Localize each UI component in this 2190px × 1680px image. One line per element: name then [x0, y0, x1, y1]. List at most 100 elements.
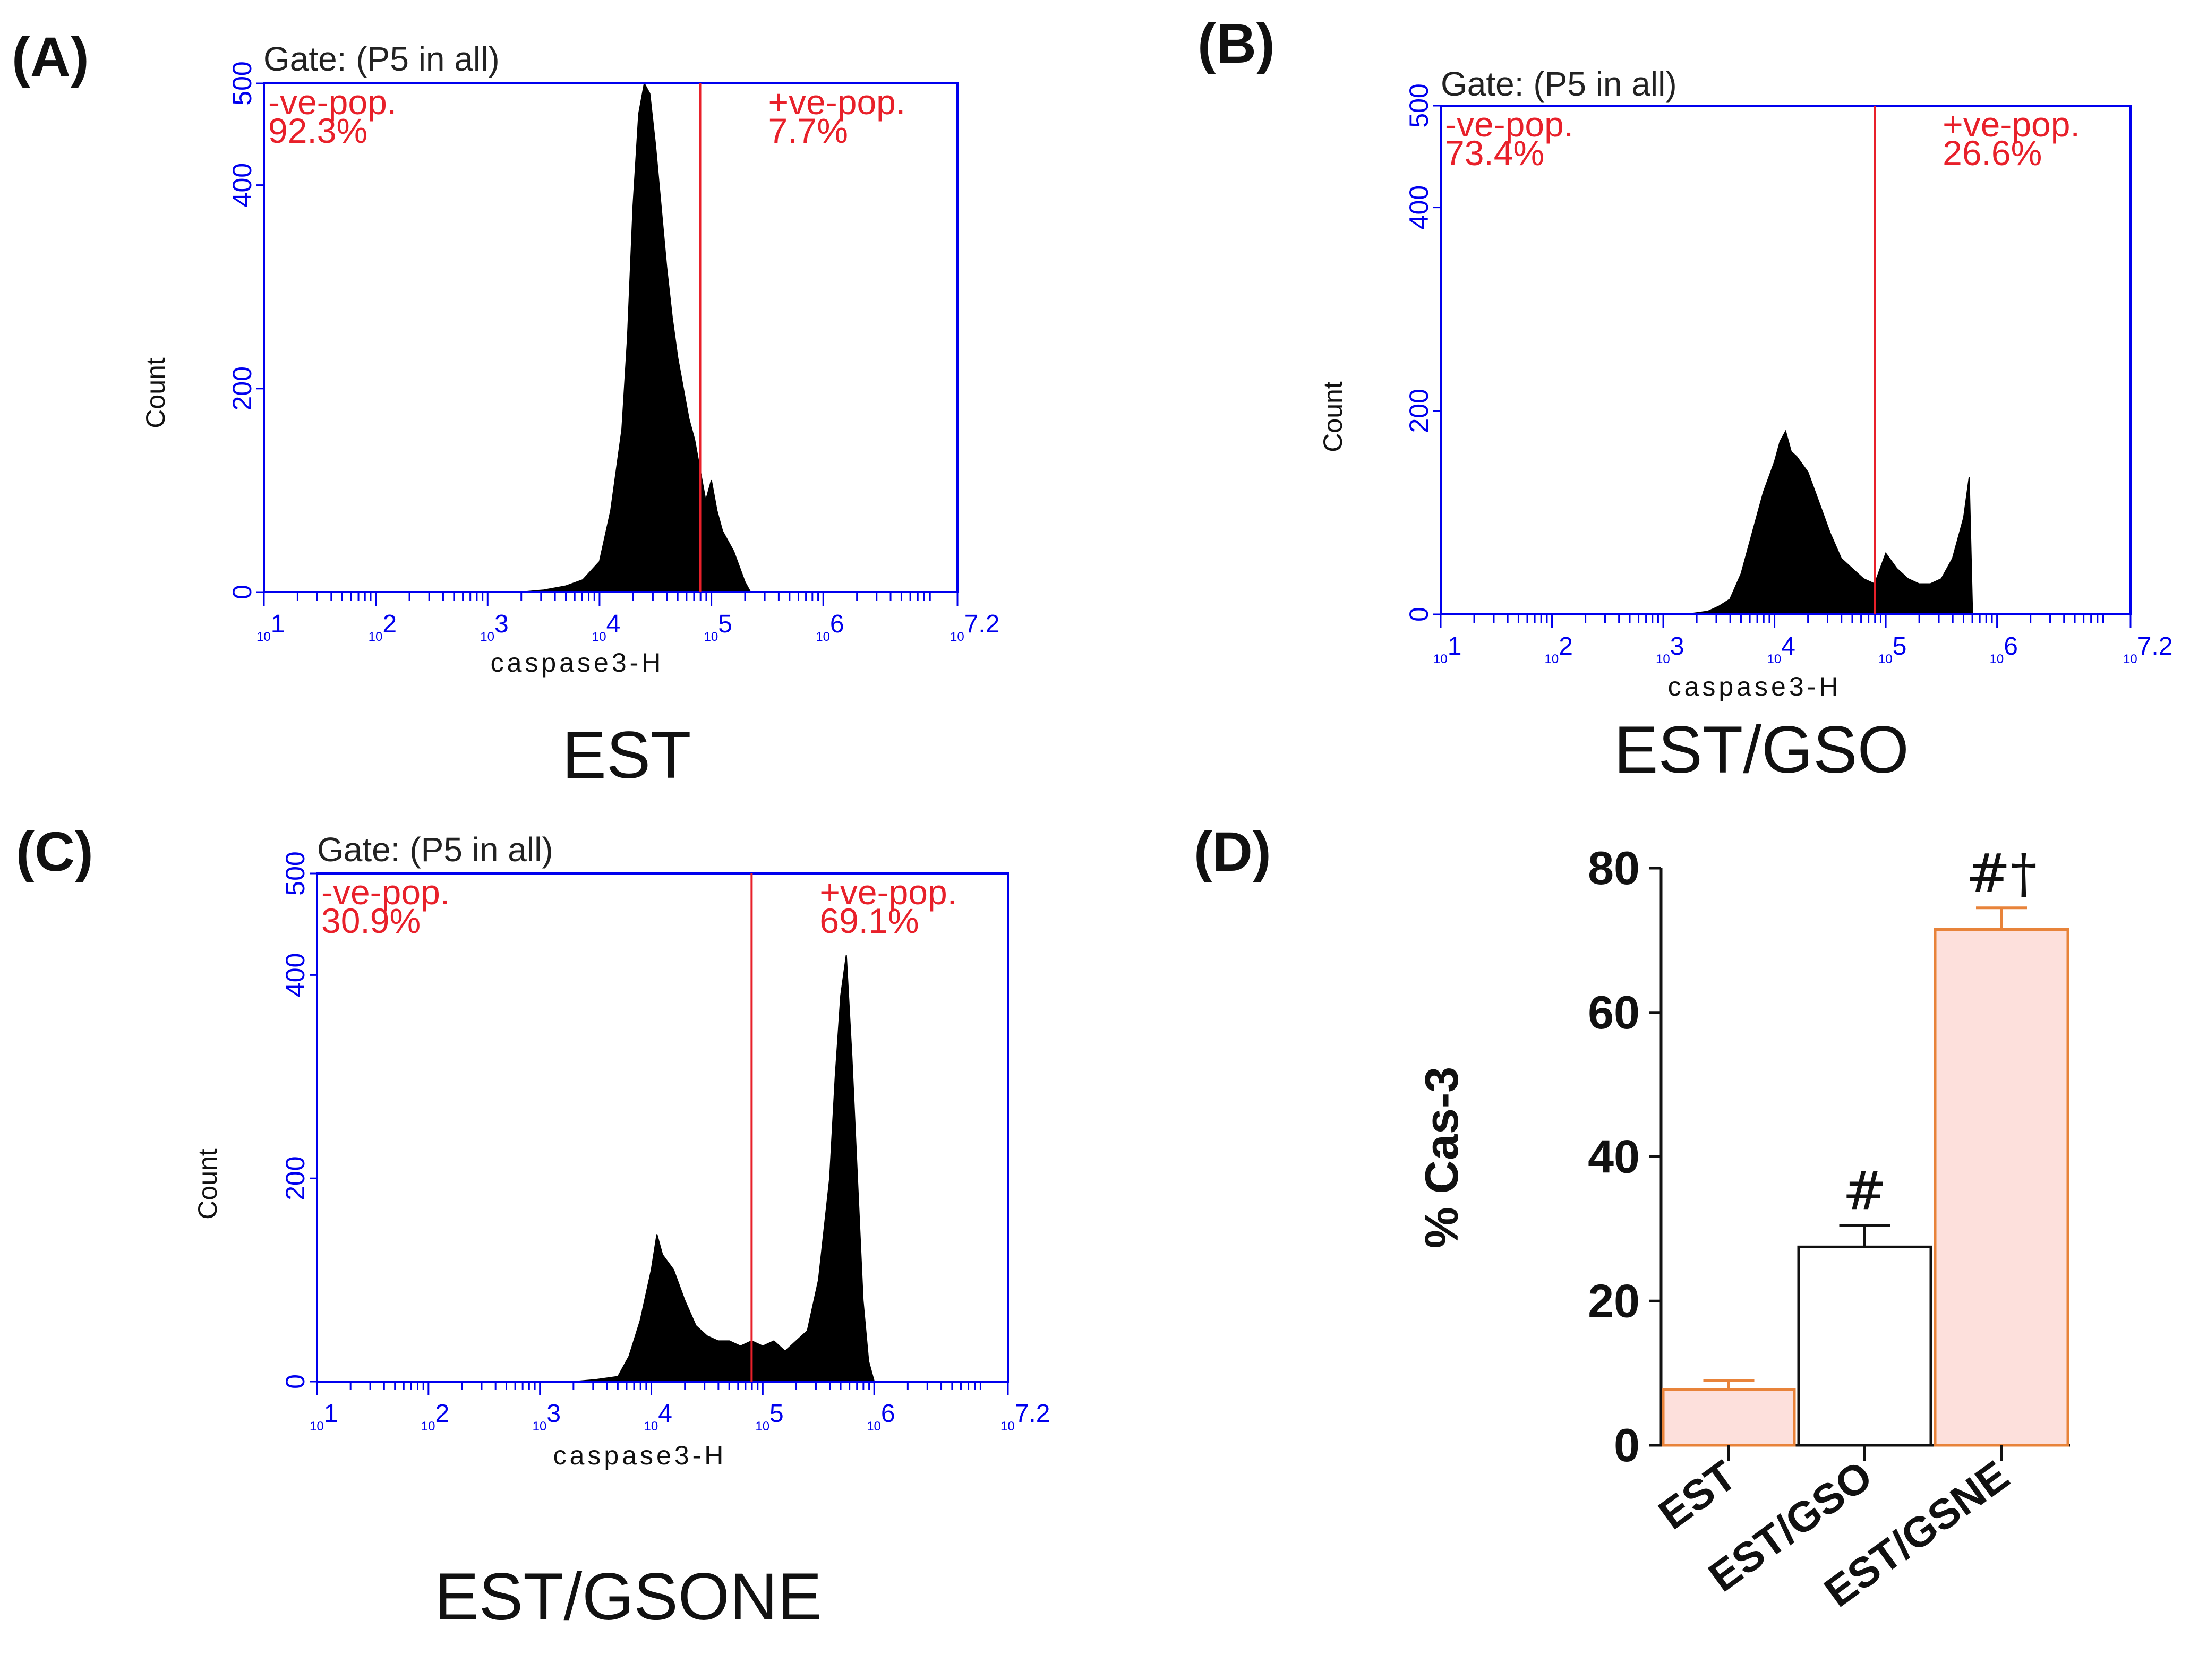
x-tick-base: 10 [704, 630, 718, 644]
y-tick-label: 500 [280, 851, 310, 895]
x-tick-label: 105 [755, 1400, 783, 1434]
plot-frame [316, 872, 1009, 1383]
x-tick-base: 10 [1767, 652, 1782, 666]
x-tick-base: 10 [644, 1419, 658, 1434]
x-tick-base: 10 [256, 630, 271, 644]
x-tick-exponent: 1 [271, 610, 285, 638]
panel-label-d: (D) [1194, 821, 1271, 883]
pos-pop-value: 7.7% [768, 111, 848, 150]
panel-caption: EST/GSO [1614, 713, 1909, 787]
pos-pop-label: +ve-pop. [768, 82, 906, 122]
bar [1934, 928, 2069, 1447]
x-tick-exponent: 4 [658, 1400, 672, 1428]
x-tick-base: 10 [816, 630, 830, 644]
x-tick-exponent: 2 [1559, 632, 1573, 661]
plot-frame [1440, 105, 2132, 615]
x-tick-base: 10 [592, 630, 606, 644]
y-tick-label: 500 [227, 61, 257, 105]
y-tick-label: 0 [1404, 607, 1434, 622]
y-axis-title: Count [1318, 381, 1348, 452]
bar-chart-panel-d: (D) % Cas-3 020406080ESTEST/GSO#EST/GSNE… [1194, 821, 2070, 1616]
x-tick-exponent: 5 [769, 1400, 784, 1428]
x-tick-exponent: 7.2 [964, 610, 1000, 638]
x-tick-exponent: 7.2 [2137, 632, 2173, 661]
y-tick-label: 400 [280, 953, 310, 997]
y-tick-label: 80 [1588, 842, 1640, 894]
neg-pop-label: -ve-pop. [1445, 105, 1573, 144]
x-tick-exponent: 5 [1893, 632, 1907, 661]
histogram-panel-a: (A) Gate: (P5 in all) Count caspase3-H E… [12, 26, 999, 792]
x-tick-base: 10 [480, 630, 494, 644]
pos-pop-label: +ve-pop. [819, 872, 957, 912]
y-tick-label: 60 [1588, 986, 1640, 1039]
x-tick-exponent: 1 [324, 1400, 338, 1428]
x-tick-base: 10 [950, 630, 964, 644]
x-tick-exponent: 3 [546, 1400, 561, 1428]
y-tick-label: 0 [227, 585, 257, 599]
x-tick-label: 104 [1767, 632, 1795, 666]
x-tick-base: 10 [755, 1419, 769, 1434]
bar [1662, 1388, 1796, 1447]
y-tick-label: 400 [1404, 185, 1434, 229]
neg-pop-label: -ve-pop. [321, 872, 450, 912]
x-tick-exponent: 6 [830, 610, 844, 638]
x-tick-base: 10 [369, 630, 383, 644]
x-axis-title: caspase3-H [553, 1441, 727, 1470]
x-tick-exponent: 6 [2004, 632, 2018, 661]
pos-pop-label: +ve-pop. [1943, 105, 2080, 144]
x-tick-base: 10 [2123, 652, 2137, 666]
panel-caption: EST [562, 718, 691, 792]
histogram-area [573, 954, 875, 1382]
significance-marker: # [1843, 1160, 1887, 1222]
neg-pop-value: 73.4% [1445, 133, 1544, 173]
x-tick-label: 106 [867, 1400, 895, 1434]
pos-pop-value: 26.6% [1943, 133, 2042, 173]
x-tick-exponent: 2 [382, 610, 397, 638]
panel-label-b: (B) [1197, 13, 1275, 75]
y-axis-title: Count [193, 1148, 223, 1220]
y-tick-label: 200 [280, 1156, 310, 1200]
gate-label: Gate: (P5 in all) [317, 830, 553, 869]
x-tick-exponent: 3 [494, 610, 509, 638]
x-tick-label: 101 [256, 610, 285, 644]
y-tick-label: 200 [227, 366, 257, 410]
x-tick-exponent: 3 [1670, 632, 1684, 661]
plot-frame [263, 82, 959, 593]
x-tick-label: 107.2 [950, 610, 999, 644]
histogram-area [521, 82, 751, 593]
x-tick-base: 10 [533, 1419, 547, 1434]
y-tick-label: 40 [1588, 1130, 1640, 1183]
gate-label: Gate: (P5 in all) [1441, 65, 1677, 103]
y-tick-label: 0 [1614, 1419, 1640, 1471]
y-tick-label: 400 [227, 163, 257, 207]
histogram-panel-c: (C) Gate: (P5 in all) Count caspase3-H E… [16, 821, 1050, 1634]
pos-pop-value: 69.1% [819, 901, 919, 940]
x-tick-exponent: 5 [718, 610, 732, 638]
x-tick-label: 105 [1878, 632, 1906, 666]
x-tick-base: 10 [1656, 652, 1670, 666]
x-tick-exponent: 1 [1448, 632, 1462, 661]
x-tick-label: 101 [1433, 632, 1461, 666]
x-tick-label: 103 [480, 610, 508, 644]
x-tick-label: 101 [310, 1400, 338, 1434]
x-tick-base: 10 [1433, 652, 1448, 666]
histogram-panel-b: (B) Gate: (P5 in all) Count caspase3-H E… [1197, 13, 2172, 787]
x-tick-exponent: 4 [606, 610, 621, 638]
x-tick-label: 104 [592, 610, 620, 644]
neg-pop-value: 30.9% [321, 901, 421, 940]
neg-pop-value: 92.3% [268, 111, 367, 150]
x-tick-exponent: 2 [435, 1400, 450, 1428]
x-tick-exponent: 6 [881, 1400, 895, 1428]
x-tick-base: 10 [1545, 652, 1559, 666]
x-tick-base: 10 [421, 1419, 435, 1434]
x-tick-label: 103 [533, 1400, 561, 1434]
x-tick-label: EST [1650, 1452, 1744, 1539]
histogram-area [1685, 430, 1973, 615]
x-axis-title: caspase3-H [491, 648, 664, 678]
x-tick-exponent: 4 [1781, 632, 1795, 661]
x-tick-label: 107.2 [1000, 1400, 1050, 1434]
y-axis-title: Count [141, 357, 170, 428]
neg-pop-label: -ve-pop. [268, 82, 397, 122]
panel-label-a: (A) [12, 26, 89, 88]
